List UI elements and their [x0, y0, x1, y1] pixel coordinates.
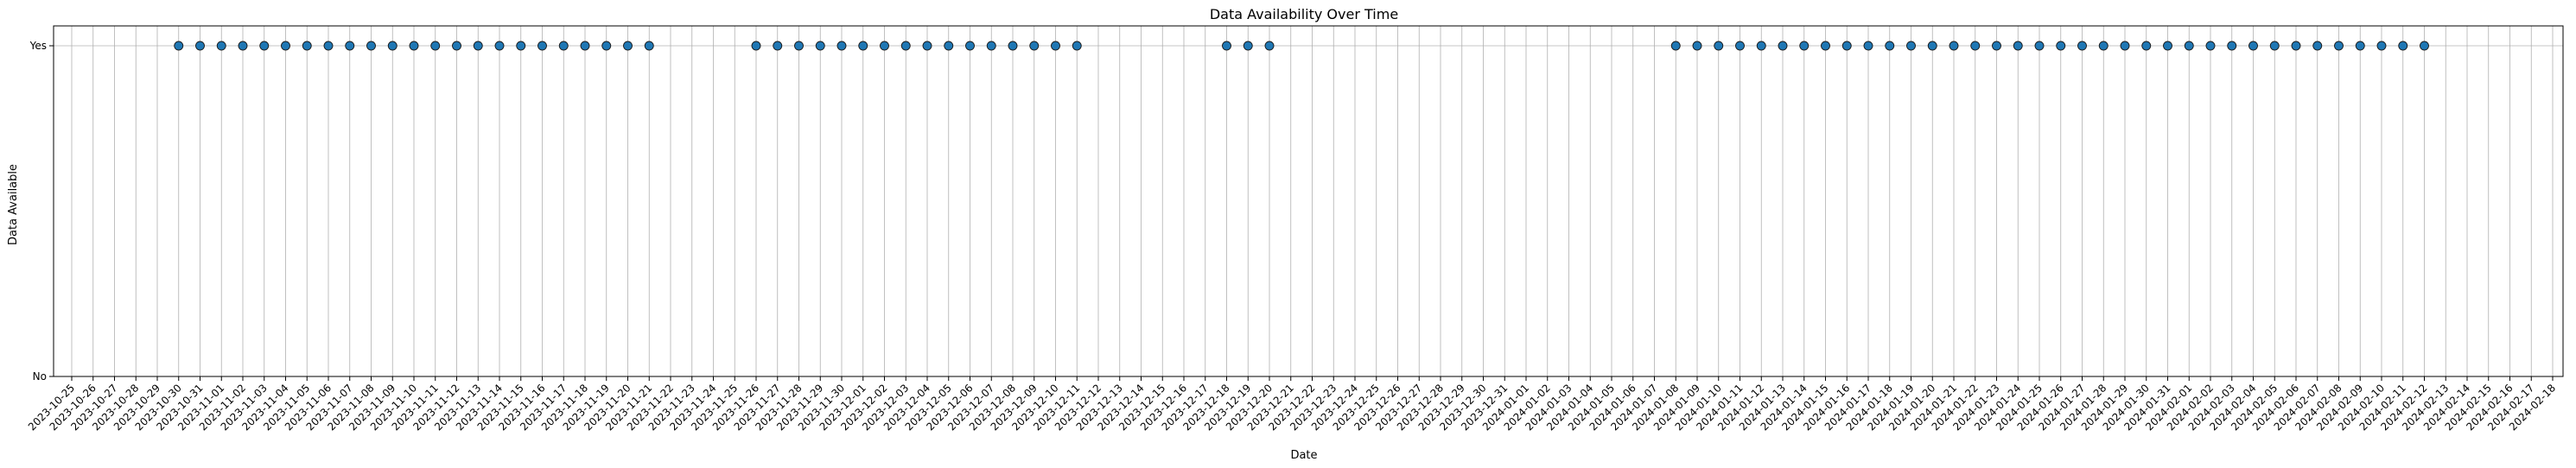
data-point: [452, 41, 461, 51]
data-point: [2098, 41, 2109, 51]
plot-frame: [53, 25, 2564, 377]
data-point: [1927, 41, 1937, 51]
data-point: [238, 41, 248, 51]
data-point: [2205, 41, 2216, 51]
data-point: [1906, 41, 1916, 51]
data-point: [366, 41, 376, 51]
data-point: [387, 41, 398, 51]
data-point: [2248, 41, 2258, 51]
x-ticks: 2023-10-252023-10-262023-10-272023-10-28…: [26, 376, 2558, 433]
grid: [54, 26, 2563, 377]
data-point: [1735, 41, 1745, 51]
data-point: [2420, 41, 2429, 51]
data-point: [2291, 41, 2301, 51]
data-point: [2334, 41, 2344, 51]
data-point: [2184, 41, 2194, 51]
data-point: [1885, 41, 1895, 51]
data-point: [473, 41, 483, 51]
data-point: [815, 41, 825, 51]
data-point: [345, 41, 355, 51]
data-point: [1264, 41, 1275, 51]
y-tick-label: Yes: [29, 40, 47, 52]
data-point: [516, 41, 526, 51]
data-point: [1692, 41, 1702, 51]
data-point: [965, 41, 975, 51]
data-point: [409, 41, 419, 51]
data-point: [174, 41, 184, 51]
data-point: [558, 41, 569, 51]
data-point: [1243, 41, 1253, 51]
data-point: [580, 41, 590, 51]
data-point: [2034, 41, 2045, 51]
data-point: [2141, 41, 2152, 51]
data-point: [2312, 41, 2323, 51]
data-point: [2013, 41, 2023, 51]
y-tick-label: No: [33, 370, 47, 383]
data-point: [430, 41, 441, 51]
data-point: [1670, 41, 1681, 51]
data-point: [794, 41, 804, 51]
data-points: [174, 41, 2429, 51]
data-point: [601, 41, 612, 51]
data-point: [986, 41, 996, 51]
data-point: [281, 41, 290, 51]
data-point: [195, 41, 205, 51]
data-point: [944, 41, 954, 51]
data-point: [1949, 41, 1959, 51]
data-point: [922, 41, 932, 51]
data-point: [2120, 41, 2130, 51]
data-point: [1222, 41, 1231, 51]
data-point: [1799, 41, 1810, 51]
data-point: [1072, 41, 1082, 51]
data-point: [1863, 41, 1873, 51]
data-point: [623, 41, 633, 51]
data-point: [858, 41, 868, 51]
data-point: [537, 41, 547, 51]
y-ticks: No Yes: [29, 40, 54, 383]
data-point: [1778, 41, 1788, 51]
data-point: [1756, 41, 1766, 51]
data-point: [1992, 41, 2001, 51]
data-point: [2163, 41, 2172, 51]
data-point: [836, 41, 847, 51]
data-point: [773, 41, 783, 51]
data-point: [1008, 41, 1018, 51]
data-point: [900, 41, 911, 51]
data-point: [1029, 41, 1040, 51]
data-point: [1841, 41, 1852, 51]
data-point: [644, 41, 654, 51]
data-point: [2376, 41, 2387, 51]
data-point: [302, 41, 312, 51]
data-point: [751, 41, 761, 51]
data-point: [880, 41, 889, 51]
data-point: [216, 41, 226, 51]
data-point: [1821, 41, 1830, 51]
data-point: [2077, 41, 2087, 51]
data-point: [259, 41, 270, 51]
x-axis-label: Date: [1290, 449, 1317, 462]
data-point: [2355, 41, 2365, 51]
data-point: [1051, 41, 1060, 51]
data-point: [494, 41, 505, 51]
data-point: [2056, 41, 2066, 51]
data-point: [323, 41, 334, 51]
data-point: [1714, 41, 1724, 51]
data-point: [2269, 41, 2280, 51]
y-axis-label: Data Available: [7, 164, 20, 245]
data-point: [1970, 41, 1981, 51]
data-point: [2398, 41, 2408, 51]
chart-title: Data Availability Over Time: [1210, 6, 1398, 22]
data-point: [2227, 41, 2237, 51]
